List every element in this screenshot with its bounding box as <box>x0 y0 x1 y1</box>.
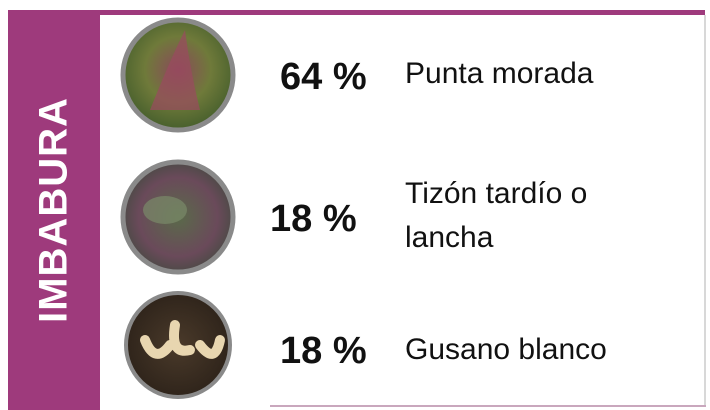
leaf <box>143 196 187 224</box>
label-line: Tizón tardío o <box>405 177 588 210</box>
label-line: lancha <box>405 221 494 254</box>
label-line: Punta morada <box>405 57 594 90</box>
top-border <box>100 10 705 15</box>
right-border <box>704 15 706 407</box>
label: Tizón tardío o lancha <box>405 172 587 260</box>
label-line: Gusano blanco <box>405 333 607 366</box>
label: Gusano blanco <box>405 328 607 372</box>
percent: 64 % <box>280 56 367 98</box>
bottom-border <box>270 405 706 407</box>
side-bar <box>8 10 100 410</box>
leaf <box>150 30 200 110</box>
grubs <box>140 320 225 359</box>
percent: 18 % <box>280 330 367 372</box>
label: Punta morada <box>405 52 593 96</box>
percent: 18 % <box>270 198 357 240</box>
